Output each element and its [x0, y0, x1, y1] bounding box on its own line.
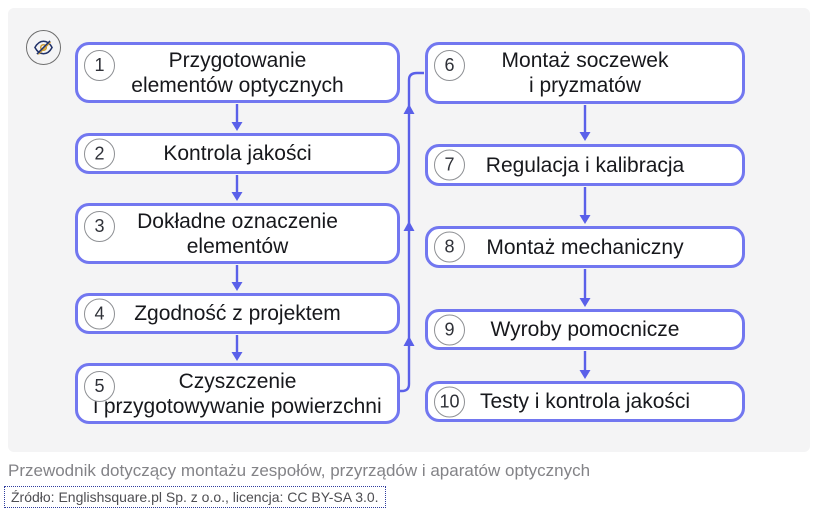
- flow-step-6: 6 Montaż soczewek i pryzmatów: [425, 42, 745, 104]
- step-number-badge: 5: [84, 371, 115, 402]
- figure-source-license: Źródło: Englishsquare.pl Sp. z o.o., lic…: [4, 486, 386, 508]
- step-number-badge: 7: [434, 149, 465, 181]
- step-label: Zgodność z projektem: [134, 302, 341, 325]
- step-number-badge: 2: [84, 138, 115, 169]
- flow-step-10: 10 Testy i kontrola jakości: [425, 381, 745, 422]
- step-label: Montaż mechaniczny: [486, 235, 684, 259]
- flow-step-2: 2 Kontrola jakości: [75, 133, 400, 174]
- flow-step-8: 8 Montaż mechaniczny: [425, 226, 745, 268]
- step-number-badge: 8: [434, 231, 465, 263]
- eye-off-button[interactable]: [26, 30, 61, 65]
- flow-step-5: 5 Czyszczenie i przygotowywanie powierzc…: [75, 363, 400, 424]
- figure-caption: Przewodnik dotyczący montażu zespołów, p…: [8, 461, 591, 480]
- flow-step-9: 9 Wyroby pomocnicze: [425, 309, 745, 350]
- step-label: Czyszczenie i przygotowywanie powierzchn…: [93, 369, 382, 418]
- flow-step-1: 1 Przygotowanie elementów optycznych: [75, 42, 400, 103]
- step-number-badge: 3: [84, 211, 115, 242]
- step-label: Testy i kontrola jakości: [479, 390, 691, 413]
- step-number-badge: 1: [84, 50, 115, 81]
- step-number-badge: 4: [84, 298, 115, 329]
- step-label: Przygotowanie elementów optycznych: [131, 48, 344, 97]
- step-label: Wyroby pomocnicze: [490, 318, 680, 341]
- flow-step-4: 4 Zgodność z projektem: [75, 293, 400, 334]
- flow-step-3: 3 Dokładne oznaczenie elementów: [75, 203, 400, 264]
- step-number-badge: 10: [434, 386, 465, 417]
- step-number-badge: 6: [434, 50, 465, 81]
- step-label: Dokładne oznaczenie elementów: [137, 209, 338, 258]
- eye-off-icon: [33, 37, 54, 58]
- step-label: Kontrola jakości: [163, 142, 312, 165]
- step-number-badge: 9: [434, 314, 465, 345]
- step-label: Regulacja i kalibracja: [485, 153, 685, 177]
- step-label: Montaż soczewek i pryzmatów: [501, 49, 669, 97]
- flow-step-7: 7 Regulacja i kalibracja: [425, 144, 745, 186]
